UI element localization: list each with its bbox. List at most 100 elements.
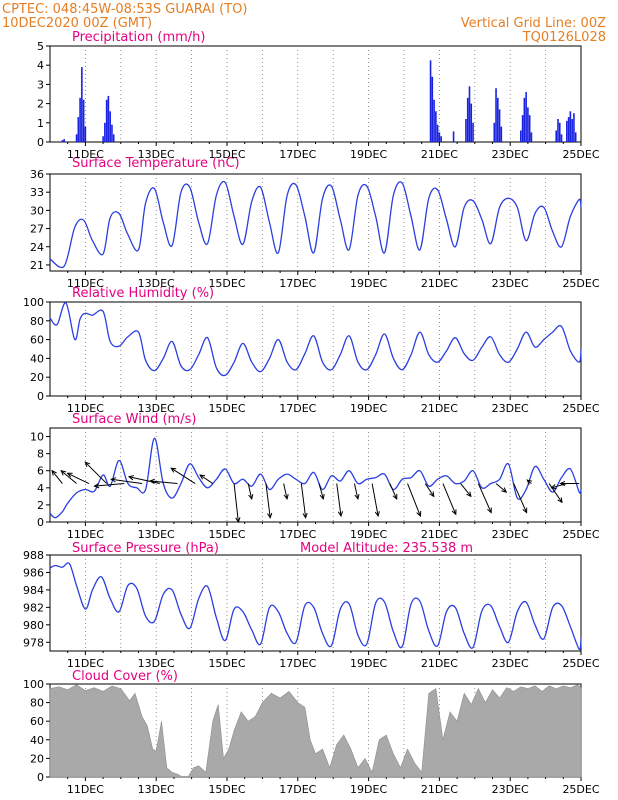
x-tick-label: 25DEC <box>562 657 599 670</box>
x-tick-label: 21DEC <box>421 277 458 290</box>
precip-bar <box>107 95 110 142</box>
y-tick-label: 80 <box>30 697 44 710</box>
precip-bar <box>569 111 572 142</box>
precip-bar <box>495 88 497 142</box>
wind-title: Surface Wind (m/s) <box>72 412 196 427</box>
y-tick-label: 984 <box>23 584 44 597</box>
y-tick-label: 982 <box>23 601 44 614</box>
x-tick-label: 17DEC <box>279 528 316 541</box>
precip-bar <box>75 134 78 142</box>
precip-bar <box>105 99 108 142</box>
wind-arrow <box>551 483 567 489</box>
y-tick-label: 4 <box>37 59 44 72</box>
precipitation-title: Precipitation (mm/h) <box>72 30 205 45</box>
wind-arrow-head <box>526 479 533 485</box>
x-tick-label: 15DEC <box>208 277 245 290</box>
y-tick-label: 10 <box>30 431 44 444</box>
x-tick-label: 11DEC <box>67 402 104 415</box>
x-tick-label: 21DEC <box>421 657 458 670</box>
precip-bar <box>527 107 529 142</box>
wind-arrow <box>67 472 90 484</box>
wind-arrow-head <box>501 487 508 493</box>
wind-arrow-head <box>248 493 254 501</box>
wind-arrow <box>128 476 160 485</box>
precip-bar <box>431 76 434 142</box>
precip-bar <box>557 118 559 142</box>
y-tick-label: 20 <box>30 371 44 384</box>
wind-arrow-head <box>374 511 380 518</box>
y-tick-label: 4 <box>37 482 44 495</box>
wind-arrow-head <box>337 511 344 518</box>
precip-bar <box>111 124 113 142</box>
y-tick-label: 20 <box>30 752 44 765</box>
precip-bar <box>472 122 474 142</box>
y-tick-label: 80 <box>30 315 44 328</box>
wind-arrow <box>265 483 271 518</box>
precip-bar <box>440 136 442 142</box>
wind-arrow-head <box>451 509 457 516</box>
panel-frame <box>49 301 582 397</box>
x-tick-label: 17DEC <box>279 783 316 796</box>
pressure-line <box>49 562 582 651</box>
y-tick-label: 0 <box>37 516 44 529</box>
wind-arrow <box>336 483 342 517</box>
y-tick-label: 978 <box>23 636 44 649</box>
x-tick-label: 15DEC <box>208 528 245 541</box>
wind-arrow <box>60 470 77 484</box>
precip-bar <box>574 132 577 142</box>
precip-bar <box>573 113 575 142</box>
wind-arrow-head <box>416 510 422 518</box>
precip-bar <box>79 97 81 142</box>
x-tick-label: 13DEC <box>138 148 175 161</box>
model-altitude-label: Model Altitude: 235.538 m <box>300 541 473 556</box>
x-tick-label: 11DEC <box>67 657 104 670</box>
wind-speed-line <box>49 437 582 519</box>
precip-bar <box>558 122 561 142</box>
wind-arrow <box>477 483 492 513</box>
wind-arrow <box>51 470 63 484</box>
wind-arrow-head <box>199 474 206 480</box>
humidity-line <box>49 302 582 377</box>
precip-bar <box>530 132 533 142</box>
precip-bar <box>84 126 87 142</box>
wind-arrow <box>460 483 472 497</box>
wind-arrow-head <box>557 497 563 504</box>
wind-arrow-head <box>429 491 435 498</box>
precip-bar <box>500 126 503 142</box>
cloud-cover-title: Cloud Cover (%) <box>72 669 178 684</box>
wind-arrow-head <box>148 478 155 485</box>
humidity-title: Relative Humidity (%) <box>72 286 214 301</box>
wind-arrow <box>111 478 143 485</box>
wind-arrow <box>150 480 178 485</box>
x-tick-label: 25DEC <box>562 148 599 161</box>
wind-arrow <box>548 483 563 503</box>
wind-arrow-head <box>267 512 273 519</box>
x-tick-label: 11DEC <box>67 277 104 290</box>
x-tick-label: 13DEC <box>138 657 175 670</box>
x-tick-label: 23DEC <box>492 528 529 541</box>
x-tick-label: 13DEC <box>138 402 175 415</box>
header-date: 10DEC2020 00Z (GMT) <box>2 16 152 31</box>
precip-bar <box>521 115 524 142</box>
precip-bar <box>566 120 568 142</box>
y-tick-label: 5 <box>37 40 44 53</box>
header-model: TQ0126L028 <box>522 30 606 45</box>
precip-bar <box>112 134 115 142</box>
temperature-line <box>49 180 582 269</box>
y-tick-label: 36 <box>30 168 44 181</box>
wind-arrow <box>247 483 253 500</box>
precip-bar <box>429 60 432 142</box>
y-tick-label: 2 <box>37 98 44 111</box>
x-tick-label: 19DEC <box>350 277 387 290</box>
y-tick-label: 0 <box>37 136 44 149</box>
y-tick-label: 100 <box>23 296 44 309</box>
wind-arrow <box>233 483 239 523</box>
x-tick-label: 19DEC <box>350 528 387 541</box>
precip-bar <box>498 109 501 142</box>
wind-arrow-head <box>487 507 492 514</box>
y-tick-label: 1 <box>37 117 44 130</box>
wind-arrow <box>371 483 379 517</box>
x-tick-label: 21DEC <box>421 402 458 415</box>
x-tick-label: 19DEC <box>350 783 387 796</box>
